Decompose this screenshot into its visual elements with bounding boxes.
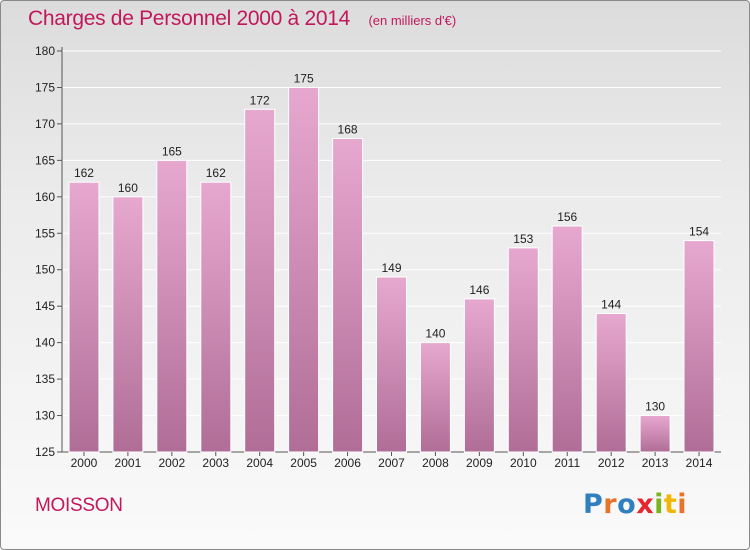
chart-subtitle: (en milliers d'€) xyxy=(368,13,457,28)
logo-letter: x xyxy=(636,489,655,520)
data-label: 172 xyxy=(250,93,270,107)
data-label: 130 xyxy=(645,400,665,414)
commune-name: MOISSON xyxy=(35,495,123,516)
bar xyxy=(419,342,451,453)
data-label: 162 xyxy=(206,166,226,180)
title-row: Charges de Personnel 2000 à 2014 (en mil… xyxy=(28,7,456,31)
data-label: 153 xyxy=(513,232,533,246)
bar xyxy=(68,181,100,453)
x-tick-label: 2014 xyxy=(686,456,713,470)
data-label: 160 xyxy=(118,181,138,195)
y-tick-label: 180 xyxy=(35,44,55,58)
bar xyxy=(463,298,495,453)
x-tick-label: 2008 xyxy=(422,456,449,470)
bar xyxy=(112,196,144,453)
data-label: 144 xyxy=(601,297,621,311)
bar xyxy=(595,313,627,453)
x-tick-label: 2002 xyxy=(158,456,185,470)
data-label: 140 xyxy=(425,327,445,341)
x-tick-label: 2011 xyxy=(554,456,580,470)
x-tick-label: 2003 xyxy=(202,456,229,470)
bar xyxy=(332,138,364,453)
x-tick-label: 2001 xyxy=(115,456,142,470)
logo-letter: i xyxy=(677,489,688,520)
x-tick-label: 2000 xyxy=(71,456,98,470)
data-label: 154 xyxy=(689,225,709,239)
bar xyxy=(244,108,276,453)
bar xyxy=(507,247,539,453)
y-tick-label: 130 xyxy=(35,409,55,423)
y-tick-label: 165 xyxy=(35,153,55,167)
x-tick-label: 2005 xyxy=(290,456,317,470)
data-label: 156 xyxy=(557,210,577,224)
y-tick-label: 125 xyxy=(35,445,55,459)
chart-title: Charges de Personnel 2000 à 2014 xyxy=(28,7,350,30)
data-label: 175 xyxy=(294,71,314,85)
bar xyxy=(639,415,671,453)
logo-letter: i xyxy=(654,489,664,520)
y-tick-label: 140 xyxy=(35,336,55,350)
data-label: 168 xyxy=(338,122,358,136)
y-tick-label: 135 xyxy=(35,372,55,386)
y-tick-label: 155 xyxy=(35,226,55,240)
bar xyxy=(288,87,320,453)
logo-letter: r xyxy=(603,489,618,520)
y-tick-label: 170 xyxy=(35,117,55,131)
bar xyxy=(376,276,407,453)
bar xyxy=(200,181,232,453)
data-label: 146 xyxy=(469,283,489,297)
bar xyxy=(156,159,188,453)
logo-letter: t xyxy=(663,489,678,520)
logo-letter: o xyxy=(617,489,637,520)
x-tick-label: 2013 xyxy=(642,456,669,470)
data-label: 162 xyxy=(74,166,94,180)
x-tick-label: 2007 xyxy=(378,456,405,470)
x-tick-label: 2010 xyxy=(510,456,537,470)
bar xyxy=(683,240,715,453)
proxiti-logo: Proxiti xyxy=(583,489,687,520)
y-tick-label: 175 xyxy=(35,80,55,94)
x-tick-label: 2012 xyxy=(598,456,625,470)
y-tick-label: 150 xyxy=(35,263,55,277)
x-tick-label: 2009 xyxy=(466,456,493,470)
bar xyxy=(551,225,583,453)
data-label: 165 xyxy=(162,144,182,158)
y-tick-label: 145 xyxy=(35,299,55,313)
x-tick-label: 2006 xyxy=(334,456,361,470)
y-tick-label: 160 xyxy=(35,190,55,204)
x-tick-label: 2004 xyxy=(246,456,273,470)
logo-letter: P xyxy=(583,489,604,520)
data-label: 149 xyxy=(381,261,401,275)
